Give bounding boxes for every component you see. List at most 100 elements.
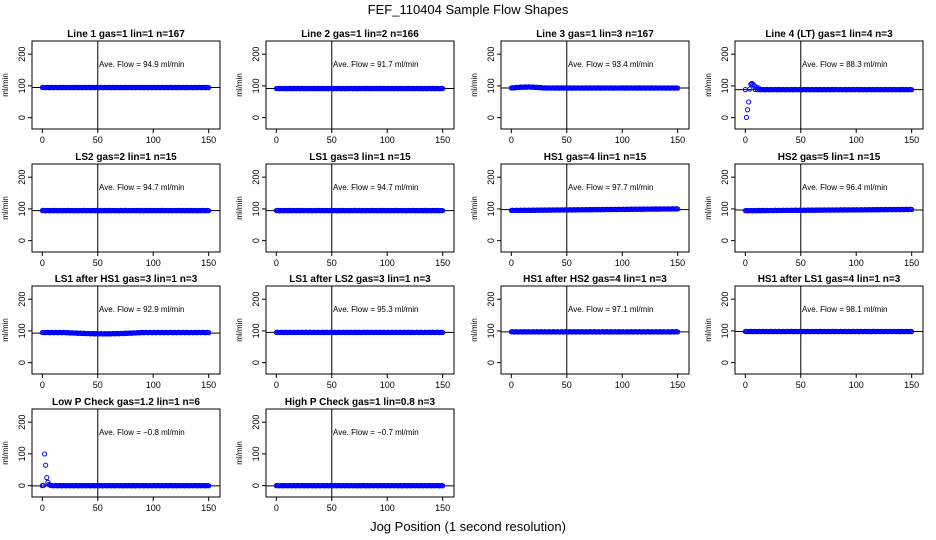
panel-title: HS2 gas=5 lin=1 n=15 [778, 152, 881, 163]
y-axis-label: ml/min [1, 196, 10, 220]
data-points [742, 80, 915, 121]
ave-flow-label: Ave. Flow = 97.7 ml/min [568, 183, 653, 192]
x-tick-label: 50 [796, 258, 806, 268]
x-tick-label: 0 [40, 380, 45, 390]
ave-flow-label: Ave. Flow = 92.9 ml/min [99, 305, 184, 314]
x-tick-label: 100 [849, 258, 864, 268]
data-point [206, 483, 212, 489]
panel-title: Low P Check gas=1.2 lin=1 n=6 [52, 397, 200, 408]
panel-14: High P Check gas=1 lin=0.8 n=3 ml/min 0 100… [235, 397, 455, 513]
panel-title: LS1 gas=3 lin=1 n=15 [309, 152, 411, 163]
y-tick-label: 0 [251, 483, 261, 488]
ave-flow-label: Ave. Flow = 96.4 ml/min [802, 183, 887, 192]
y-tick-label: 0 [251, 238, 261, 243]
ave-flow-label: Ave. Flow = −0.8 ml/min [99, 428, 185, 437]
data-points [273, 329, 446, 336]
y-tick-label: 200 [17, 170, 27, 185]
y-tick-label: 200 [720, 292, 730, 307]
panel-title: HS1 gas=4 lin=1 n=15 [544, 152, 647, 163]
x-tick-label: 100 [380, 380, 395, 390]
x-tick-label: 0 [509, 258, 514, 268]
panel-6: LS1 gas=3 lin=1 n=15 ml/min 0 100 200 0 50 100 1… [235, 152, 455, 268]
panel-12: HS1 after LS1 gas=4 lin=1 n=3 ml/min 0 100 2… [704, 274, 924, 390]
x-tick-label: 0 [743, 380, 748, 390]
x-tick-label: 100 [380, 135, 395, 145]
plot-frame [500, 285, 690, 375]
panel-7: HS1 gas=4 lin=1 n=15 ml/min 0 100 200 0 50 100 1… [470, 152, 690, 268]
data-points [273, 85, 446, 92]
x-tick-label: 50 [93, 135, 103, 145]
y-tick-label: 100 [720, 323, 730, 338]
data-points [508, 329, 681, 335]
y-tick-label: 0 [251, 115, 261, 120]
ave-flow-label: Ave. Flow = 94.9 ml/min [99, 60, 184, 69]
y-axis-label: ml/min [235, 73, 244, 97]
y-tick-label: 200 [251, 47, 261, 62]
y-tick-label: 200 [251, 170, 261, 185]
panel-title: Line 3 gas=1 lin=3 n=167 [536, 29, 654, 40]
y-tick-label: 100 [251, 323, 261, 338]
x-tick-label: 150 [435, 135, 450, 145]
x-tick-label: 50 [93, 380, 103, 390]
y-axis-label: ml/min [704, 196, 713, 220]
y-tick-label: 0 [17, 360, 27, 365]
y-tick-label: 0 [486, 115, 496, 120]
data-point [40, 482, 47, 489]
ave-flow-label: Ave. Flow = 94.7 ml/min [99, 183, 184, 192]
data-points [39, 207, 212, 214]
y-tick-label: 100 [17, 201, 27, 216]
ave-flow-label: Ave. Flow = 97.1 ml/min [568, 305, 653, 314]
y-tick-label: 200 [17, 47, 27, 62]
plot-frame [265, 285, 455, 375]
x-tick-label: 150 [201, 258, 216, 268]
panel-13: Low P Check gas=1.2 lin=1 n=6 ml/min 0 100 2… [1, 397, 221, 513]
plot-frame [734, 40, 924, 130]
x-tick-label: 150 [435, 380, 450, 390]
panel-title: Line 4 (LT) gas=1 lin=4 n=3 [765, 29, 893, 40]
y-tick-label: 100 [486, 201, 496, 216]
y-tick-label: 0 [486, 360, 496, 365]
data-points [508, 84, 681, 91]
data-point [909, 329, 915, 335]
x-tick-label: 100 [146, 258, 161, 268]
x-tick-label: 50 [562, 258, 572, 268]
panel-title: High P Check gas=1 lin=0.8 n=3 [285, 397, 436, 408]
data-point [440, 483, 446, 489]
data-point [909, 206, 915, 213]
x-tick-label: 50 [796, 135, 806, 145]
x-tick-label: 150 [670, 258, 685, 268]
x-tick-label: 150 [435, 503, 450, 513]
x-tick-label: 0 [509, 380, 514, 390]
panel-title: Line 2 gas=1 lin=2 n=166 [301, 29, 419, 40]
x-tick-label: 50 [327, 503, 337, 513]
data-point [440, 329, 446, 336]
panel-9: LS1 after HS1 gas=3 lin=1 n=3 ml/min 0 100 2… [1, 274, 221, 390]
plot-frame [734, 285, 924, 375]
y-tick-label: 100 [17, 78, 27, 93]
x-tick-label: 50 [562, 135, 572, 145]
data-point [747, 86, 753, 92]
ave-flow-label: Ave. Flow = 93.4 ml/min [568, 60, 653, 69]
x-tick-label: 150 [670, 380, 685, 390]
plot-frame [265, 163, 455, 253]
data-point [440, 86, 446, 92]
panel-title: LS1 after HS1 gas=3 lin=1 n=3 [55, 274, 198, 285]
data-point [44, 475, 50, 481]
plot-frame [500, 163, 690, 253]
y-tick-label: 100 [17, 323, 27, 338]
y-tick-label: 200 [720, 47, 730, 62]
data-point [43, 462, 49, 468]
panel-4: Line 4 (LT) gas=1 lin=4 n=3 ml/min 0 100 200… [704, 29, 924, 145]
x-tick-label: 100 [380, 503, 395, 513]
y-tick-label: 100 [251, 446, 261, 461]
panel-8: HS2 gas=5 lin=1 n=15 ml/min 0 100 200 0 50 100 1… [704, 152, 924, 268]
y-tick-label: 100 [486, 78, 496, 93]
ave-flow-label: Ave. Flow = 95.3 ml/min [333, 305, 418, 314]
y-tick-label: 100 [720, 201, 730, 216]
x-tick-label: 0 [274, 503, 279, 513]
panel-10: LS1 after LS2 gas=3 lin=1 n=3 ml/min 0 100 2… [235, 274, 455, 390]
x-tick-label: 0 [274, 135, 279, 145]
data-point [675, 206, 681, 212]
data-point [206, 208, 212, 214]
